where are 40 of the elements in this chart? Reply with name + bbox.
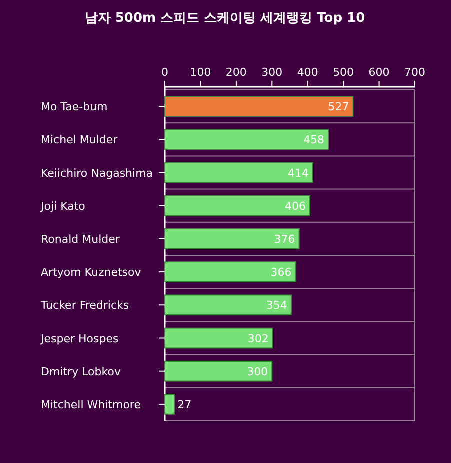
y-tick-label: Artyom Kuznetsov	[41, 266, 142, 280]
bar	[164, 262, 296, 282]
bar	[164, 162, 314, 184]
bar	[164, 294, 292, 316]
data-label: 300	[247, 365, 268, 378]
bar	[164, 328, 274, 349]
data-label: 527	[328, 100, 350, 114]
data-label: 27	[178, 398, 192, 412]
bar	[164, 195, 310, 216]
y-tick-label: Dmitry Lobkov	[41, 365, 122, 378]
data-label: 366	[270, 266, 292, 280]
data-label: 458	[304, 134, 325, 147]
x-tick-label: 400	[297, 66, 318, 79]
data-label: 376	[274, 232, 296, 246]
x-tick-label: 300	[262, 66, 283, 79]
chart-title: 남자 500m 스피드 스케이팅 세계랭킹 Top 10	[84, 11, 366, 26]
plot: 0 100 200 300 400 500 600 700 527 458 414 406 376 366 354 302 300 27 Mo Tae-bum Michel Mulder Keiichiro Nagashima Joji Kato Ronald Mulder Artyom Kuznetsov Tucker Fredricks Jesper Hospes Dmitry Lobkov Mitchell Whitmore	[41, 66, 426, 422]
bar	[164, 129, 330, 150]
x-tick-label: 200	[226, 66, 247, 79]
x-tick-label: 100	[190, 66, 212, 79]
x-tick-label: 500	[333, 66, 354, 79]
y-tick-label: Keiichiro Nagashima	[41, 166, 154, 180]
x-tick-label: 600	[368, 66, 390, 79]
bar	[164, 96, 354, 117]
y-tick-label: Jesper Hospes	[40, 332, 119, 346]
y-tick-label: Mo Tae-bum	[41, 100, 108, 114]
bar	[164, 360, 273, 382]
x-tick-label: 700	[404, 66, 426, 79]
bar	[164, 228, 300, 250]
y-tick-label: Mitchell Whitmore	[41, 398, 142, 412]
y-tick-label: Joji Kato	[40, 200, 86, 213]
data-label: 414	[288, 166, 309, 180]
x-tick-label: 0	[162, 66, 168, 79]
data-label: 406	[285, 200, 306, 213]
data-label: 354	[266, 299, 288, 312]
bar	[164, 394, 176, 415]
y-tick-label: Ronald Mulder	[41, 232, 120, 246]
y-tick-label: Tucker Fredricks	[40, 299, 130, 312]
data-label: 302	[248, 332, 269, 346]
y-tick-label: Michel Mulder	[41, 134, 118, 147]
